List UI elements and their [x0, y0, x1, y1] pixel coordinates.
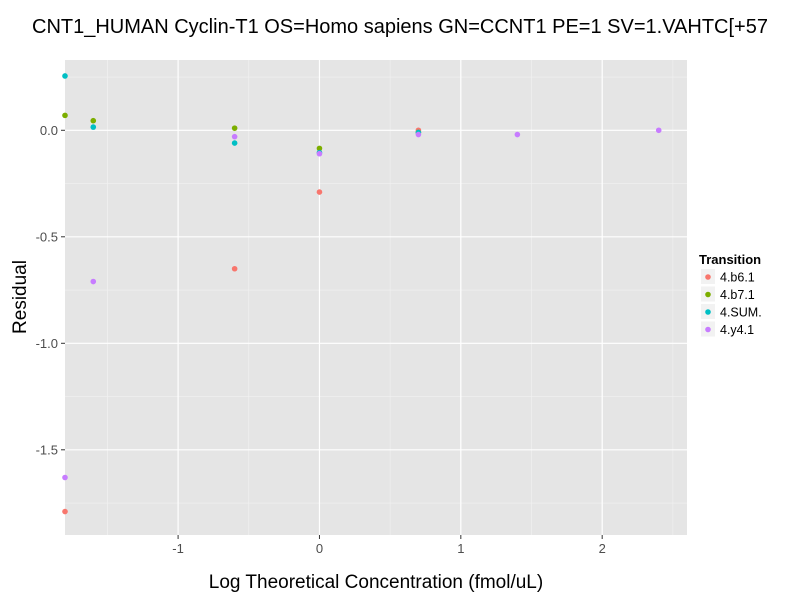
points-layer [62, 73, 662, 515]
plot-panel [65, 60, 687, 535]
y-tick-label: -1.0 [36, 336, 58, 351]
data-point-series-3 [231, 133, 238, 140]
legend-title: Transition [699, 252, 761, 267]
legend-items: 4.b6.1 4.b7.1 4.SUM. 4.y4.1 [701, 269, 762, 337]
data-point-series-2 [62, 73, 68, 79]
data-point-series-3 [655, 127, 662, 134]
data-point-series-3 [316, 150, 323, 157]
grid-major [65, 60, 687, 535]
legend-entry-label: 4.y4.1 [720, 323, 754, 337]
data-point-series-2 [90, 124, 97, 130]
y-axis-label: Residual [10, 260, 31, 334]
y-axis: 0.0 -0.5 -1.0 -1.5 [36, 123, 65, 457]
x-axis: -1 0 1 2 [172, 535, 606, 556]
x-tick-label: 2 [599, 541, 606, 556]
legend-key-swatch [705, 309, 711, 315]
x-tick-label: 1 [457, 541, 464, 556]
legend-entry-label: 4.b6.1 [720, 271, 755, 285]
data-point-series-1 [316, 145, 323, 152]
data-point-series-1 [231, 125, 238, 131]
legend: Transition 4.b6.1 4.b7.1 4.SUM. 4.y4.1 [699, 252, 762, 337]
y-tick-label: -1.5 [36, 442, 58, 457]
legend-key-swatch [705, 274, 711, 280]
data-point-series-3 [514, 131, 521, 138]
x-tick-label: -1 [172, 541, 184, 556]
grid-minor [65, 60, 687, 535]
data-point-series-0 [62, 508, 68, 515]
data-point-series-0 [231, 265, 238, 272]
legend-key-swatch [705, 291, 711, 298]
chart-title: CNT1_HUMAN Cyclin-T1 OS=Homo sapiens GN=… [32, 16, 768, 38]
data-point-series-3 [62, 474, 68, 481]
legend-entry-label: 4.b7.1 [720, 288, 755, 302]
data-point-series-1 [90, 117, 97, 124]
y-tick-label: -0.5 [36, 229, 58, 244]
legend-key-swatch [705, 326, 711, 333]
x-tick-label: 0 [316, 541, 323, 556]
data-point-series-3 [90, 278, 97, 285]
data-point-series-2 [231, 140, 238, 146]
legend-entry-label: 4.SUM. [720, 306, 762, 320]
x-axis-label: Log Theoretical Concentration (fmol/uL) [209, 572, 543, 593]
data-point-series-3 [415, 131, 422, 138]
data-point-series-0 [316, 189, 323, 195]
data-point-series-1 [62, 112, 68, 119]
y-tick-label: 0.0 [40, 123, 58, 138]
